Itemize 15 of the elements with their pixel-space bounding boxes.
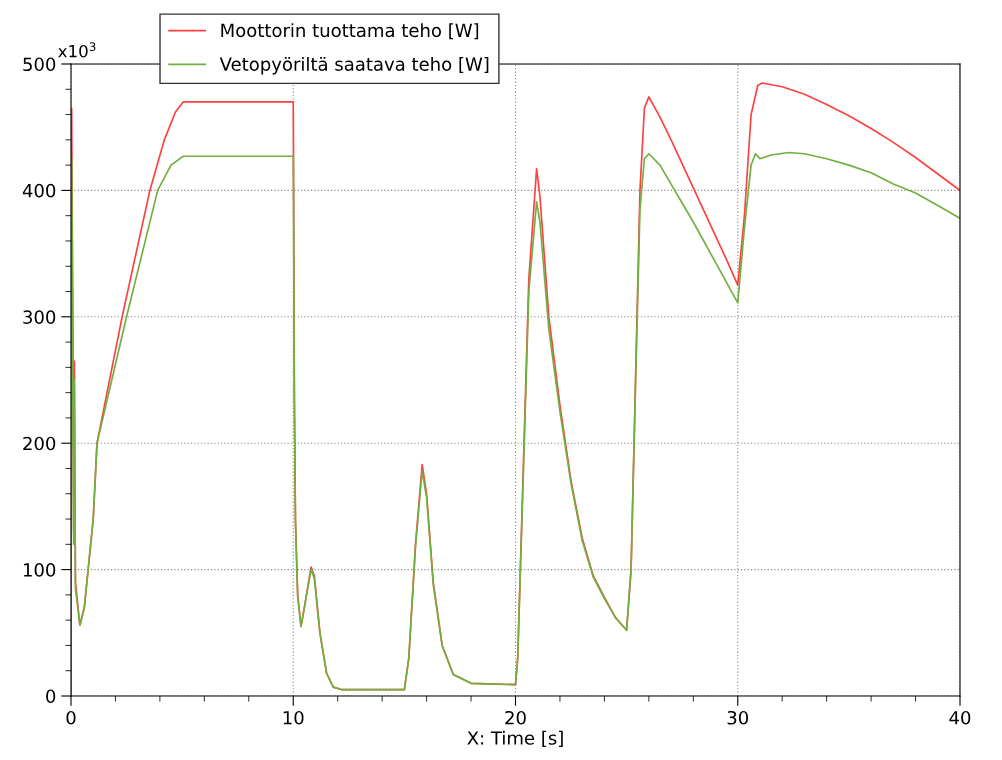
legend-label: Vetopyöriltä saatava teho [W] <box>219 56 489 75</box>
x-tick-label: 20 <box>505 710 526 725</box>
x-axis-title: X: Time [s] <box>467 730 563 747</box>
y-tick-label: 0 <box>46 689 56 704</box>
y-tick-label: 100 <box>23 563 56 577</box>
x-tick-label: 10 <box>283 710 304 725</box>
x-tick-label: 0 <box>66 710 76 725</box>
x-tick-label: 40 <box>949 710 971 725</box>
y-tick-label: 300 <box>23 310 56 324</box>
y-tick-label: 500 <box>23 57 56 72</box>
text: x10$^{3}$ <box>58 42 96 58</box>
y-tick-label: 200 <box>23 436 56 451</box>
legend-label: Moottorin tuottama teho [W] <box>221 23 479 40</box>
x-tick-label: 30 <box>727 710 749 725</box>
y-tick-label: 400 <box>22 183 56 198</box>
